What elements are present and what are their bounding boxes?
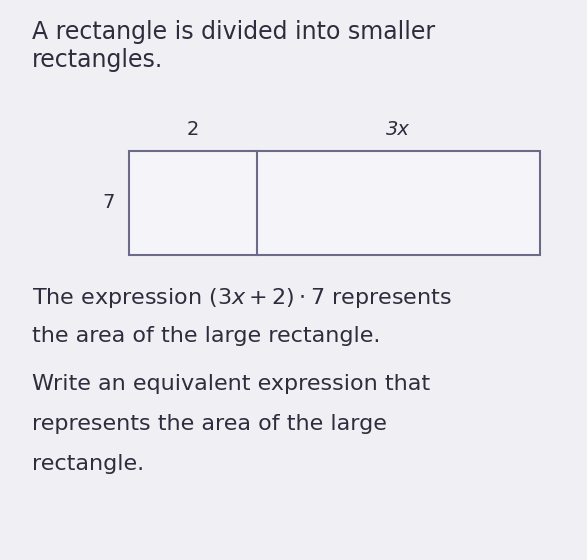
Text: 7: 7 (102, 194, 114, 212)
Text: the area of the large rectangle.: the area of the large rectangle. (32, 326, 380, 346)
Bar (129, 151, 540, 255)
Text: represents the area of the large: represents the area of the large (32, 414, 387, 434)
Text: 2: 2 (187, 120, 199, 139)
Text: rectangle.: rectangle. (32, 454, 144, 474)
Text: Write an equivalent expression that: Write an equivalent expression that (32, 374, 430, 394)
Text: rectangles.: rectangles. (32, 48, 164, 72)
Text: 3x: 3x (386, 120, 410, 139)
Text: The expression $(3x + 2) \cdot 7$ represents: The expression $(3x + 2) \cdot 7$ repres… (32, 286, 452, 310)
Text: A rectangle is divided into smaller: A rectangle is divided into smaller (32, 20, 436, 44)
